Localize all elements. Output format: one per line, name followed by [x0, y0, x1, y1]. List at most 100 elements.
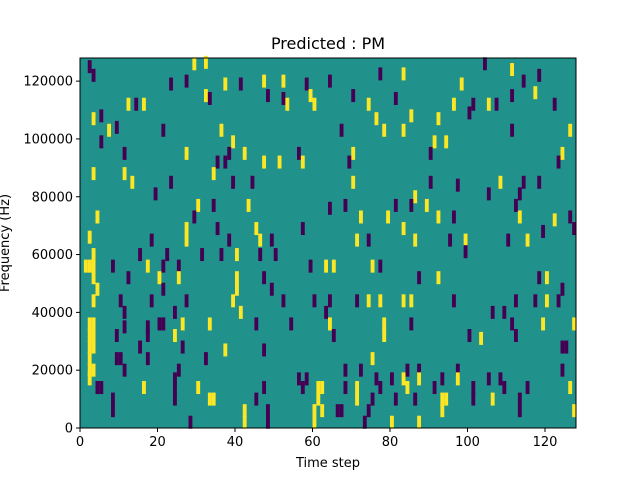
x-tick-label: 40 [227, 435, 244, 450]
heatmap-cell [235, 282, 239, 296]
heatmap-cell [312, 404, 317, 418]
heatmap-cell [320, 404, 325, 418]
heatmap-cell [401, 294, 406, 308]
heatmap-cell [173, 392, 177, 406]
heatmap-cell [370, 352, 375, 366]
heatmap-cell [343, 198, 348, 212]
heatmap-cell [506, 233, 511, 247]
heatmap-cell [111, 259, 115, 273]
heatmap-cell [471, 97, 476, 111]
heatmap-cell [87, 259, 92, 273]
heatmap-cell [572, 317, 577, 331]
heatmap-cell [242, 404, 247, 418]
heatmap-cell [138, 248, 143, 262]
heatmap-cell [300, 222, 305, 236]
heatmap-cell [351, 175, 356, 189]
heatmap-cell [130, 175, 135, 189]
heatmap-cell [173, 329, 177, 342]
heatmap-cell [173, 372, 177, 386]
heatmap-cell [436, 112, 441, 126]
heatmap-cell [87, 230, 92, 244]
heatmap-cell [459, 77, 464, 91]
y-tick-label: 120000 [23, 75, 73, 90]
heatmap-cell [118, 294, 123, 308]
heatmap-cell [452, 97, 456, 111]
heatmap-cell [452, 210, 456, 224]
heatmap-cell [149, 233, 154, 247]
heatmap-cell [316, 381, 321, 395]
heatmap-cell [370, 392, 375, 406]
heatmap-cell [107, 123, 112, 137]
heatmap-cell [428, 146, 433, 160]
heatmap-cell [324, 259, 329, 273]
heatmap-cell [568, 210, 573, 224]
heatmap-cell [409, 294, 414, 308]
heatmap-cell [254, 317, 259, 331]
heatmap-cell [231, 175, 236, 189]
heatmap-cell [560, 340, 565, 354]
heatmap-cell [517, 404, 522, 418]
heatmap-cell [339, 404, 344, 418]
heatmap-cell [366, 294, 371, 308]
heatmap-cell [525, 381, 530, 395]
heatmap-cell [138, 340, 143, 354]
heatmap-cell [91, 248, 96, 262]
heatmap-cell [486, 187, 491, 201]
heatmap-cell [269, 233, 274, 247]
heatmap-cell [91, 271, 96, 285]
heatmap-cell [378, 259, 383, 273]
heatmap-cell [556, 294, 561, 308]
heatmap-cell [114, 352, 119, 366]
heatmap-cell [545, 271, 549, 285]
heatmap-cell [281, 294, 286, 308]
heatmap-cell [556, 155, 561, 169]
heatmap-cell [316, 392, 321, 406]
heatmap-cell [207, 91, 212, 105]
heatmap-cell [114, 329, 119, 342]
heatmap-cell [238, 305, 243, 319]
heatmap-cell [122, 320, 127, 334]
heatmap-cell [517, 392, 522, 406]
heatmap-cell [184, 294, 189, 308]
heatmap-cell [223, 77, 228, 91]
heatmap-cell [320, 381, 325, 395]
heatmap-cell [359, 210, 363, 224]
heatmap-cell [537, 271, 542, 285]
heatmap-cell [510, 317, 515, 331]
heatmap-cell [231, 294, 236, 308]
heatmap-cell [99, 381, 104, 395]
heatmap-cell [91, 317, 96, 331]
heatmap-cell [440, 372, 445, 386]
heatmap-cell [95, 210, 100, 224]
heatmap-cell [409, 198, 414, 212]
y-tick-label: 100000 [23, 132, 73, 147]
heatmap-cell [463, 233, 468, 247]
heatmap-cell [184, 74, 189, 88]
heatmap-cell [328, 294, 332, 308]
heatmap-cell [378, 381, 383, 395]
heatmap-cell [262, 381, 267, 395]
heatmap-cell [432, 381, 437, 395]
heatmap-cell [572, 222, 577, 236]
chart-title: Predicted : PM [271, 34, 385, 53]
heatmap-cell [91, 329, 96, 342]
x-tick-label: 60 [304, 435, 321, 450]
heatmap-cell [521, 175, 526, 189]
heatmap-cell [87, 363, 92, 377]
heatmap-cell [347, 155, 352, 169]
heatmap-cell [486, 372, 491, 386]
heatmap-cell [262, 271, 267, 285]
heatmap-cell [111, 392, 115, 406]
heatmap-cell [142, 381, 146, 395]
heatmap-cell [99, 109, 104, 123]
heatmap-cell [502, 305, 507, 319]
heatmap-cell [145, 329, 150, 342]
heatmap-cell [455, 363, 460, 377]
heatmap-cell [467, 329, 472, 342]
heatmap-cell [87, 340, 92, 354]
y-axis-ticks: 0 20000 40000 60000 80000 100000 120000 [23, 75, 80, 437]
heatmap-cell [533, 294, 538, 308]
heatmap-cell [366, 233, 371, 247]
heatmap-cell [494, 97, 499, 111]
heatmap-cell [490, 305, 495, 319]
